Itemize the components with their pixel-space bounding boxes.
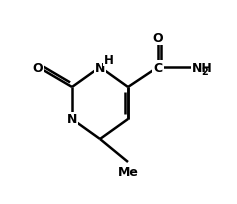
Text: N: N — [95, 61, 105, 74]
Text: Me: Me — [118, 166, 138, 179]
Text: O: O — [33, 61, 43, 74]
Text: O: O — [153, 31, 163, 44]
Text: NH: NH — [192, 61, 213, 74]
Text: H: H — [104, 53, 114, 66]
Text: 2: 2 — [202, 67, 208, 77]
Text: N: N — [67, 113, 77, 126]
Text: C: C — [153, 61, 163, 74]
